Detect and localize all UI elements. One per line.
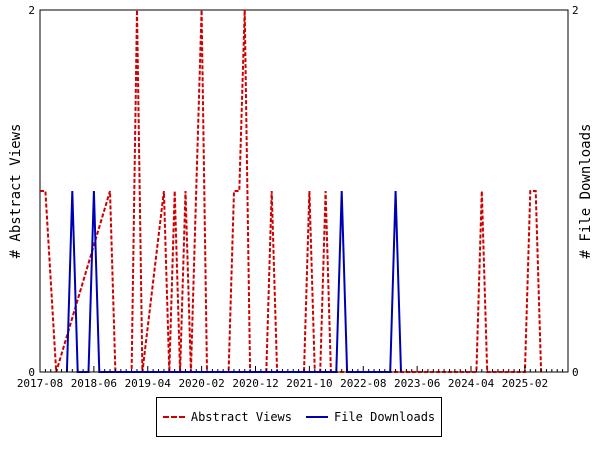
legend-item-abstract-views: Abstract Views — [162, 410, 292, 424]
x-tick-label: 2020-02 — [178, 377, 224, 390]
legend: Abstract Views File Downloads — [156, 397, 442, 437]
x-tick-label: 2019-04 — [125, 377, 172, 390]
x-tick-label: 2025-02 — [502, 377, 548, 390]
legend-label-abstract-views: Abstract Views — [190, 410, 292, 424]
series-line-abstract-views — [40, 9, 543, 373]
y-right-axis-label: # File Downloads — [578, 124, 594, 259]
y-right-tick-2: 2 — [572, 4, 579, 17]
x-tick-label: 2017-08 — [17, 377, 63, 390]
x-tick-label: 2023-06 — [394, 377, 440, 390]
plot-area — [39, 9, 569, 373]
x-tick-label: 2024-04 — [448, 377, 495, 390]
x-tick-label: 2022-08 — [340, 377, 386, 390]
y-left-tick-0: 0 — [28, 366, 35, 379]
legend-label-file-downloads: File Downloads — [334, 410, 436, 424]
legend-swatch-abstract-views — [162, 416, 185, 418]
x-tick-label: 2018-06 — [71, 377, 117, 390]
legend-swatch-file-downloads — [306, 416, 328, 418]
x-tick-label: 2020-12 — [232, 377, 278, 390]
y-right-tick-0: 0 — [572, 366, 579, 379]
legend-item-file-downloads: File Downloads — [306, 410, 435, 424]
y-left-axis-label: # Abstract Views — [8, 124, 24, 259]
x-tick-label: 2021-10 — [286, 377, 332, 390]
y-left-tick-2: 2 — [28, 4, 35, 17]
